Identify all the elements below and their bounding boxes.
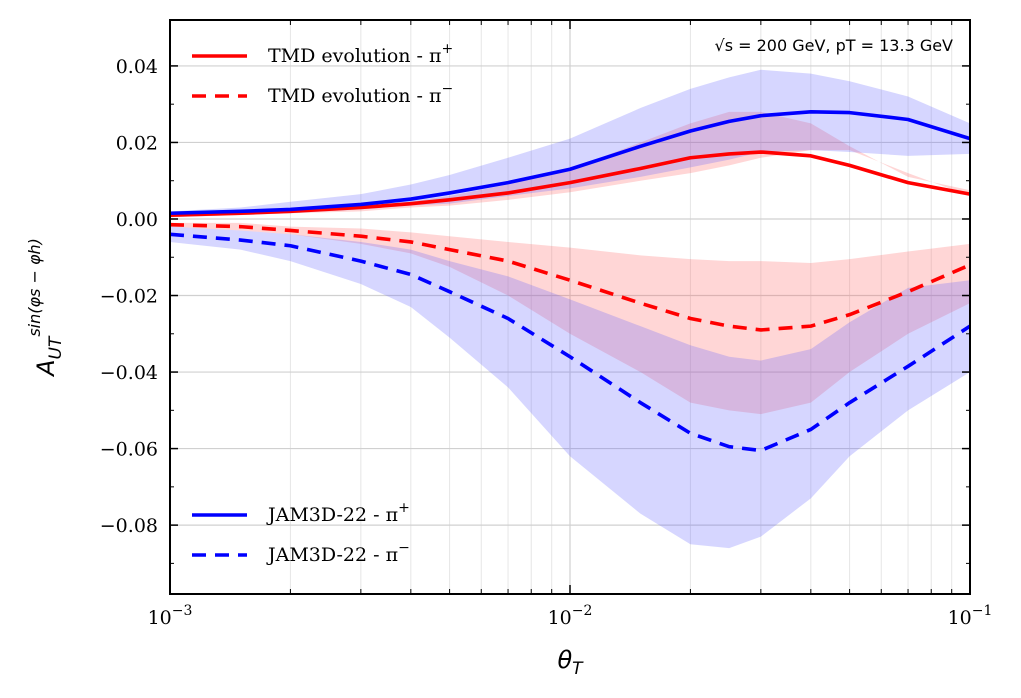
y-tick-label: 0.00	[116, 209, 158, 231]
y-axis-title-sub: UT	[46, 335, 66, 359]
x-tick-label: 10−1	[948, 603, 993, 629]
series-lines	[169, 110, 971, 453]
legend-label: TMD evolution - π+	[268, 41, 453, 67]
legends: TMD evolution - π+ TMD evolution - π− JAM3…	[192, 41, 453, 566]
legend-label: JAM3D-22 - π+	[266, 500, 410, 526]
y-tick-label: −0.08	[100, 515, 158, 537]
band-JAM3D-22 - π+	[170, 69, 970, 218]
x-tick-label: 10−3	[148, 603, 193, 629]
legend-label: JAM3D-22 - π−	[266, 540, 410, 566]
y-tick-label: −0.06	[100, 439, 158, 461]
band-TMD evolution - π+	[170, 111, 970, 218]
legend-label: TMD evolution - π−	[268, 81, 453, 107]
energy-annotation: √s = 200 GeV, pT = 13.3 GeV	[715, 36, 954, 55]
x-axis-title: θT	[557, 646, 584, 679]
grid	[169, 20, 971, 594]
uncertainty-bands	[170, 69, 970, 549]
y-tick-label: −0.02	[100, 286, 158, 308]
y-tick-label: 0.04	[116, 56, 158, 78]
y-axis-title-sup: sin(φs − φh)	[25, 238, 44, 337]
x-axis-title-sub: T	[572, 659, 584, 679]
y-axis-title-main: A	[32, 359, 60, 377]
band-JAM3D-22 - π−	[170, 226, 970, 549]
y-axis-title: AUTsin(φs − φh)	[25, 238, 66, 378]
band-TMD evolution - π−	[170, 222, 970, 415]
y-tick-label: −0.04	[100, 362, 158, 384]
x-tick-label: 10−2	[548, 603, 593, 629]
line-JAM3D-22 - π+	[169, 110, 971, 216]
y-tick-label: 0.02	[116, 132, 158, 154]
line-TMD evolution - π+	[169, 150, 971, 217]
line-TMD evolution - π−	[169, 222, 971, 332]
x-axis-title-main: θ	[557, 646, 572, 674]
axis-ticks: 0.04 0.02 0.00 −0.02 −0.04 −0.06 −0.08 10−3 10−2…	[100, 20, 993, 629]
line-JAM3D-22 - π−	[169, 232, 971, 453]
